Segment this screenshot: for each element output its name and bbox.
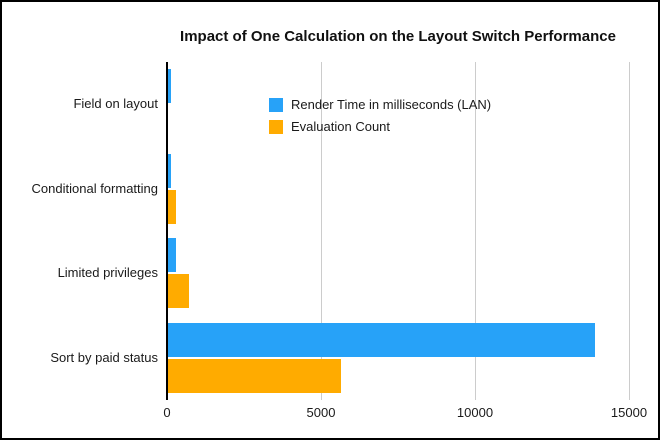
bar-render-time [167,322,596,357]
legend-label: Render Time in milliseconds (LAN) [291,97,492,112]
legend-item: Evaluation Count [269,119,491,134]
bar-evaluation-count [167,274,189,309]
gridline [320,62,322,400]
gridline [474,62,476,400]
x-tick-label: 0 [163,405,171,420]
category-label: Conditional formatting [31,180,158,196]
gridline [628,62,630,400]
bar-render-time [167,69,172,104]
category-label: Sort by paid status [50,349,158,365]
bar-render-time [167,153,171,188]
category-label: Field on layout [73,96,158,112]
x-tick-label: 5000 [306,405,336,420]
legend-label: Evaluation Count [291,119,391,134]
x-tick-label: 10000 [456,405,494,420]
x-tick-label: 15000 [610,405,648,420]
category-label: Limited privileges [57,265,158,281]
bar-evaluation-count [167,189,176,224]
chart-title: Impact of One Calculation on the Layout … [180,28,616,45]
legend-swatch-icon [269,97,283,112]
bar-render-time [167,238,176,273]
y-axis-line [166,62,168,400]
legend: Render Time in milliseconds (LAN) Evaluat… [269,97,491,141]
bar-evaluation-count [167,358,342,393]
legend-swatch-icon [269,119,283,134]
legend-item: Render Time in milliseconds (LAN) [269,97,491,112]
